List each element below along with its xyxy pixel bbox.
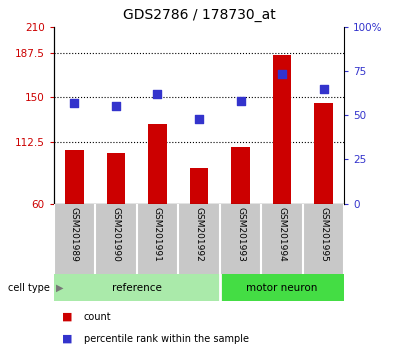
Point xyxy=(154,91,161,97)
Point xyxy=(113,103,119,109)
Point xyxy=(196,116,202,121)
Bar xyxy=(273,55,291,204)
Text: percentile rank within the sample: percentile rank within the sample xyxy=(84,333,249,343)
Text: ■: ■ xyxy=(62,312,72,322)
Text: GSM201994: GSM201994 xyxy=(277,207,287,262)
Text: reference: reference xyxy=(112,282,162,293)
Text: ■: ■ xyxy=(62,333,72,343)
Text: GSM201989: GSM201989 xyxy=(70,207,79,262)
Text: GSM201991: GSM201991 xyxy=(153,207,162,262)
Bar xyxy=(107,153,125,204)
Bar xyxy=(65,150,84,204)
Text: GSM201995: GSM201995 xyxy=(319,207,328,262)
Text: GSM201990: GSM201990 xyxy=(111,207,121,262)
Text: GSM201993: GSM201993 xyxy=(236,207,245,262)
Text: motor neuron: motor neuron xyxy=(246,282,318,293)
Point xyxy=(279,72,285,77)
Bar xyxy=(314,103,333,204)
Point xyxy=(320,86,327,91)
Text: ▶: ▶ xyxy=(56,282,63,293)
Bar xyxy=(54,274,220,301)
Bar xyxy=(190,168,208,204)
Bar xyxy=(220,274,344,301)
Text: count: count xyxy=(84,312,111,322)
Bar xyxy=(148,125,167,204)
Point xyxy=(71,100,78,105)
Bar xyxy=(231,147,250,204)
Point xyxy=(237,98,244,104)
Text: GDS2786 / 178730_at: GDS2786 / 178730_at xyxy=(123,8,275,22)
Text: GSM201992: GSM201992 xyxy=(195,207,203,262)
Text: cell type: cell type xyxy=(8,282,50,293)
